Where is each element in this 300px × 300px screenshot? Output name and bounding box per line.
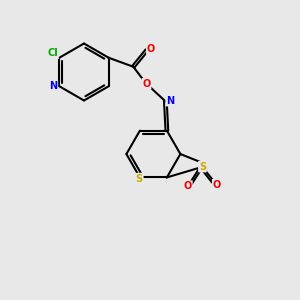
Text: S: S: [199, 162, 206, 172]
Text: O: O: [147, 44, 155, 54]
Text: O: O: [213, 180, 221, 190]
Text: Cl: Cl: [47, 48, 58, 58]
Text: S: S: [136, 174, 143, 184]
Text: N: N: [166, 96, 174, 106]
Text: N: N: [49, 81, 57, 91]
Text: O: O: [184, 181, 192, 191]
Text: O: O: [142, 79, 151, 89]
